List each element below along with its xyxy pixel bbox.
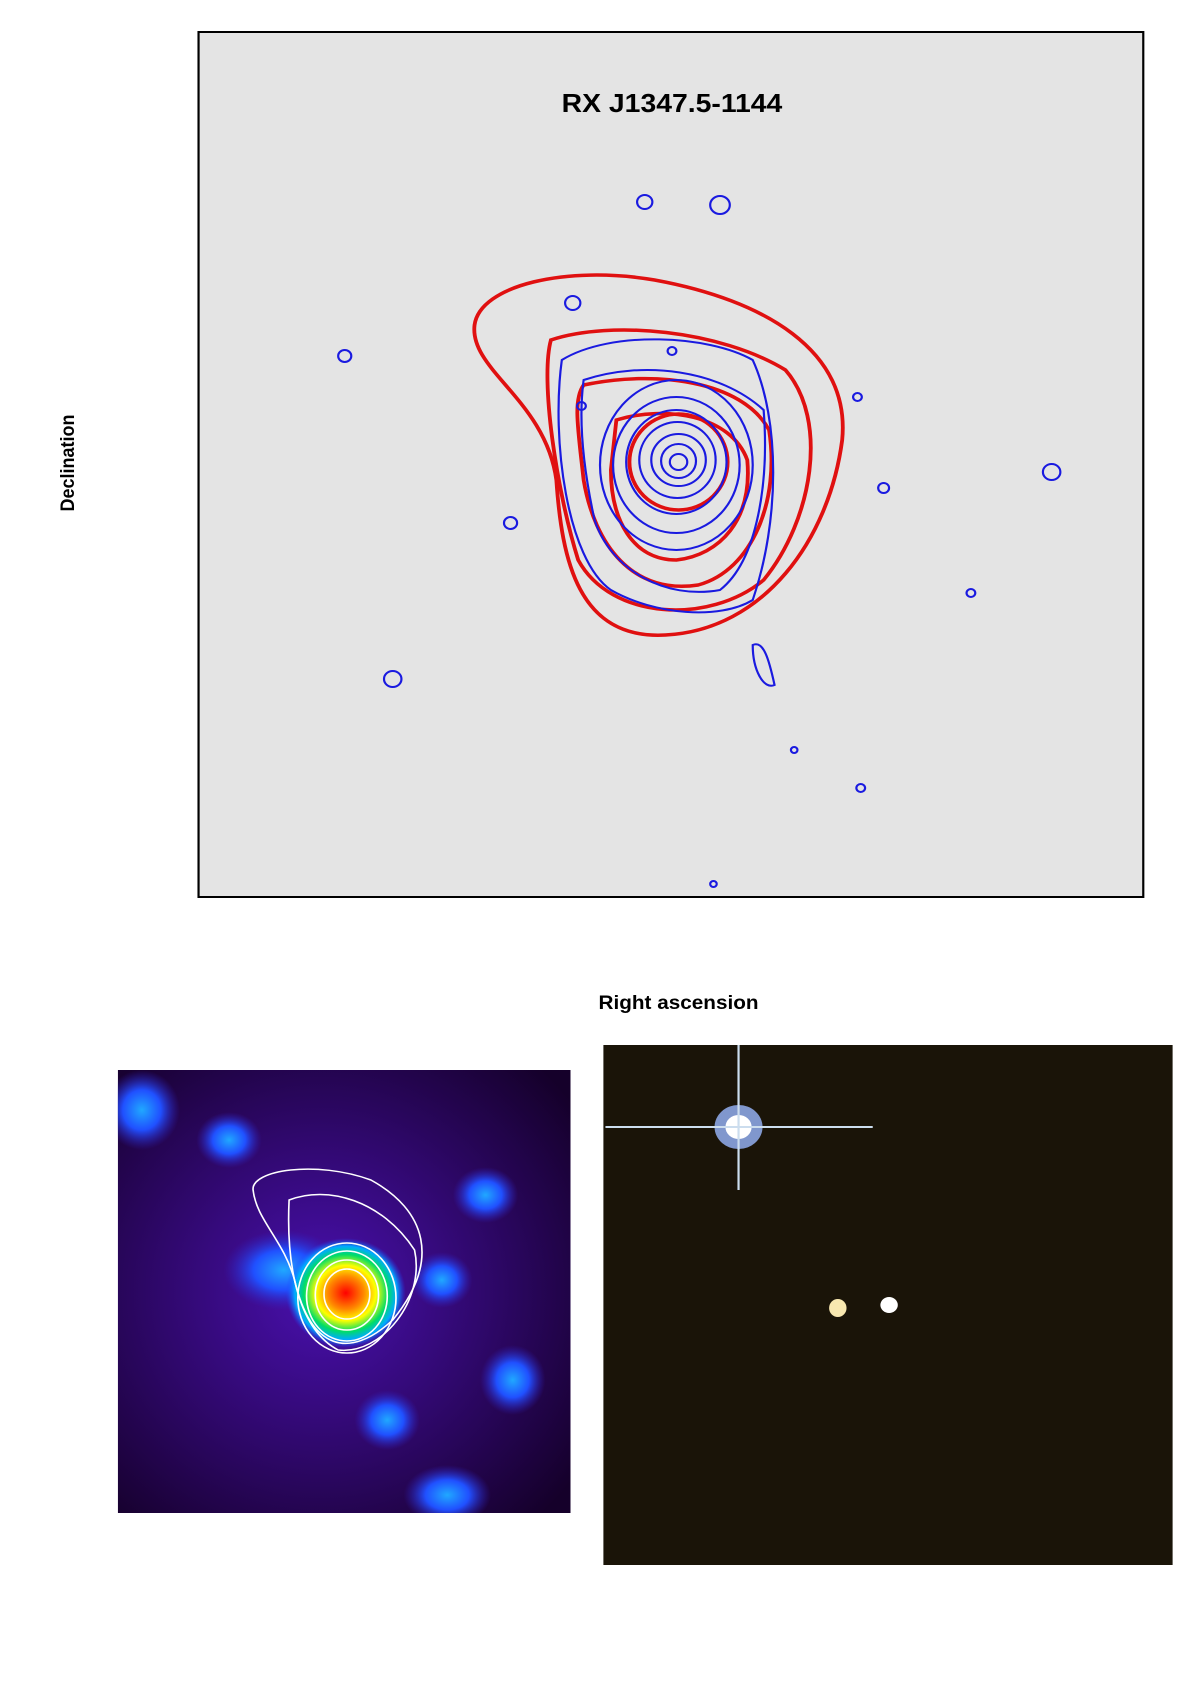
- optical-image: [198, 32, 1144, 897]
- red-contours: [472, 273, 845, 637]
- y-axis-label: Declination: [56, 415, 78, 512]
- blue-contours: [337, 194, 1062, 888]
- frame: [197, 31, 1145, 898]
- x-axis-label: Right ascension: [599, 993, 759, 1014]
- xray-map: [117, 1070, 571, 1513]
- title: RX J1347.5-1144: [562, 88, 783, 118]
- color-image: [603, 1045, 1173, 1565]
